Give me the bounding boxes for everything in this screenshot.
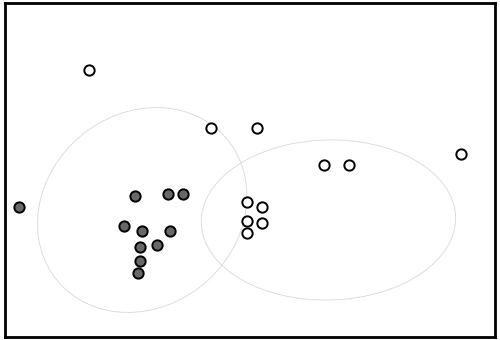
Point [16,204,24,210]
Point [243,218,251,223]
Point [458,151,466,157]
Point [120,223,128,228]
Point [136,258,144,264]
Point [164,191,172,197]
Point [345,162,353,167]
Point [258,220,266,225]
Point [178,191,186,197]
Point [243,231,251,236]
Point [207,125,215,131]
Point [243,199,251,204]
Point [153,242,161,248]
Point [258,204,266,210]
Point [130,194,138,199]
Point [138,228,146,234]
Point [320,162,328,167]
Point [136,244,144,250]
Point [166,228,174,234]
Point [253,125,261,131]
Point [84,67,92,72]
Point [134,271,141,276]
